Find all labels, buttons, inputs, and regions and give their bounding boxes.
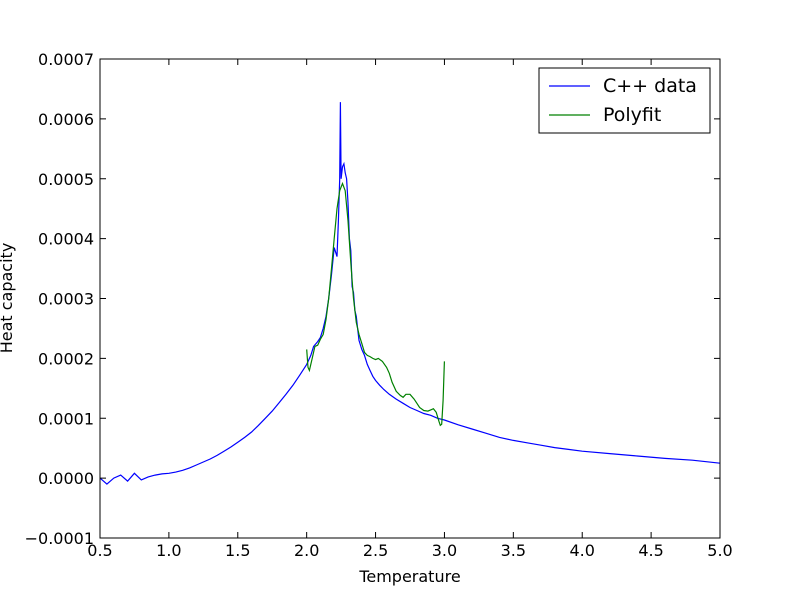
series-line-c-data bbox=[99, 102, 721, 485]
x-tick-label: 1.0 bbox=[156, 541, 181, 560]
x-tick-label: 2.0 bbox=[294, 541, 319, 560]
y-tick-label: 0.0003 bbox=[38, 290, 94, 309]
series-line-polyfit bbox=[306, 181, 445, 427]
legend-label-cpp-data: C++ data bbox=[603, 75, 697, 97]
x-tick-label: 4.5 bbox=[638, 541, 663, 560]
x-tick-label: 2.5 bbox=[363, 541, 388, 560]
y-tick-label: 0.0002 bbox=[38, 349, 94, 368]
y-tick-label: 0.0005 bbox=[38, 170, 94, 189]
x-tick-label: 3.5 bbox=[501, 541, 526, 560]
y-tick-label: 0.0001 bbox=[38, 409, 94, 428]
x-tick-label: 3.0 bbox=[432, 541, 457, 560]
plot-lines bbox=[99, 102, 721, 485]
y-tick-label: −0.0001 bbox=[25, 529, 94, 548]
y-tick-label: 0.0006 bbox=[38, 110, 94, 129]
y-tick-label: 0.0004 bbox=[38, 230, 94, 249]
ticks: 0.5 1.0 1.5 2.0 2.5 3.0 3.5 4.0 4.5 5.0 −0.0001 0.0… bbox=[25, 50, 733, 560]
y-axis-label: Heat capacity bbox=[0, 243, 16, 354]
legend-label-polyfit: Polyfit bbox=[603, 104, 661, 126]
x-axis-label: Temperature bbox=[358, 567, 460, 586]
y-tick-label: 0.0007 bbox=[38, 50, 94, 69]
legend-box bbox=[538, 67, 711, 134]
legend: C++ data Polyfit bbox=[538, 67, 711, 134]
x-tick-label: 4.0 bbox=[569, 541, 594, 560]
x-tick-label: 0.5 bbox=[87, 541, 112, 560]
y-tick-label: 0.0000 bbox=[38, 469, 94, 488]
x-tick-label: 5.0 bbox=[707, 541, 732, 560]
x-tick-label: 1.5 bbox=[225, 541, 250, 560]
